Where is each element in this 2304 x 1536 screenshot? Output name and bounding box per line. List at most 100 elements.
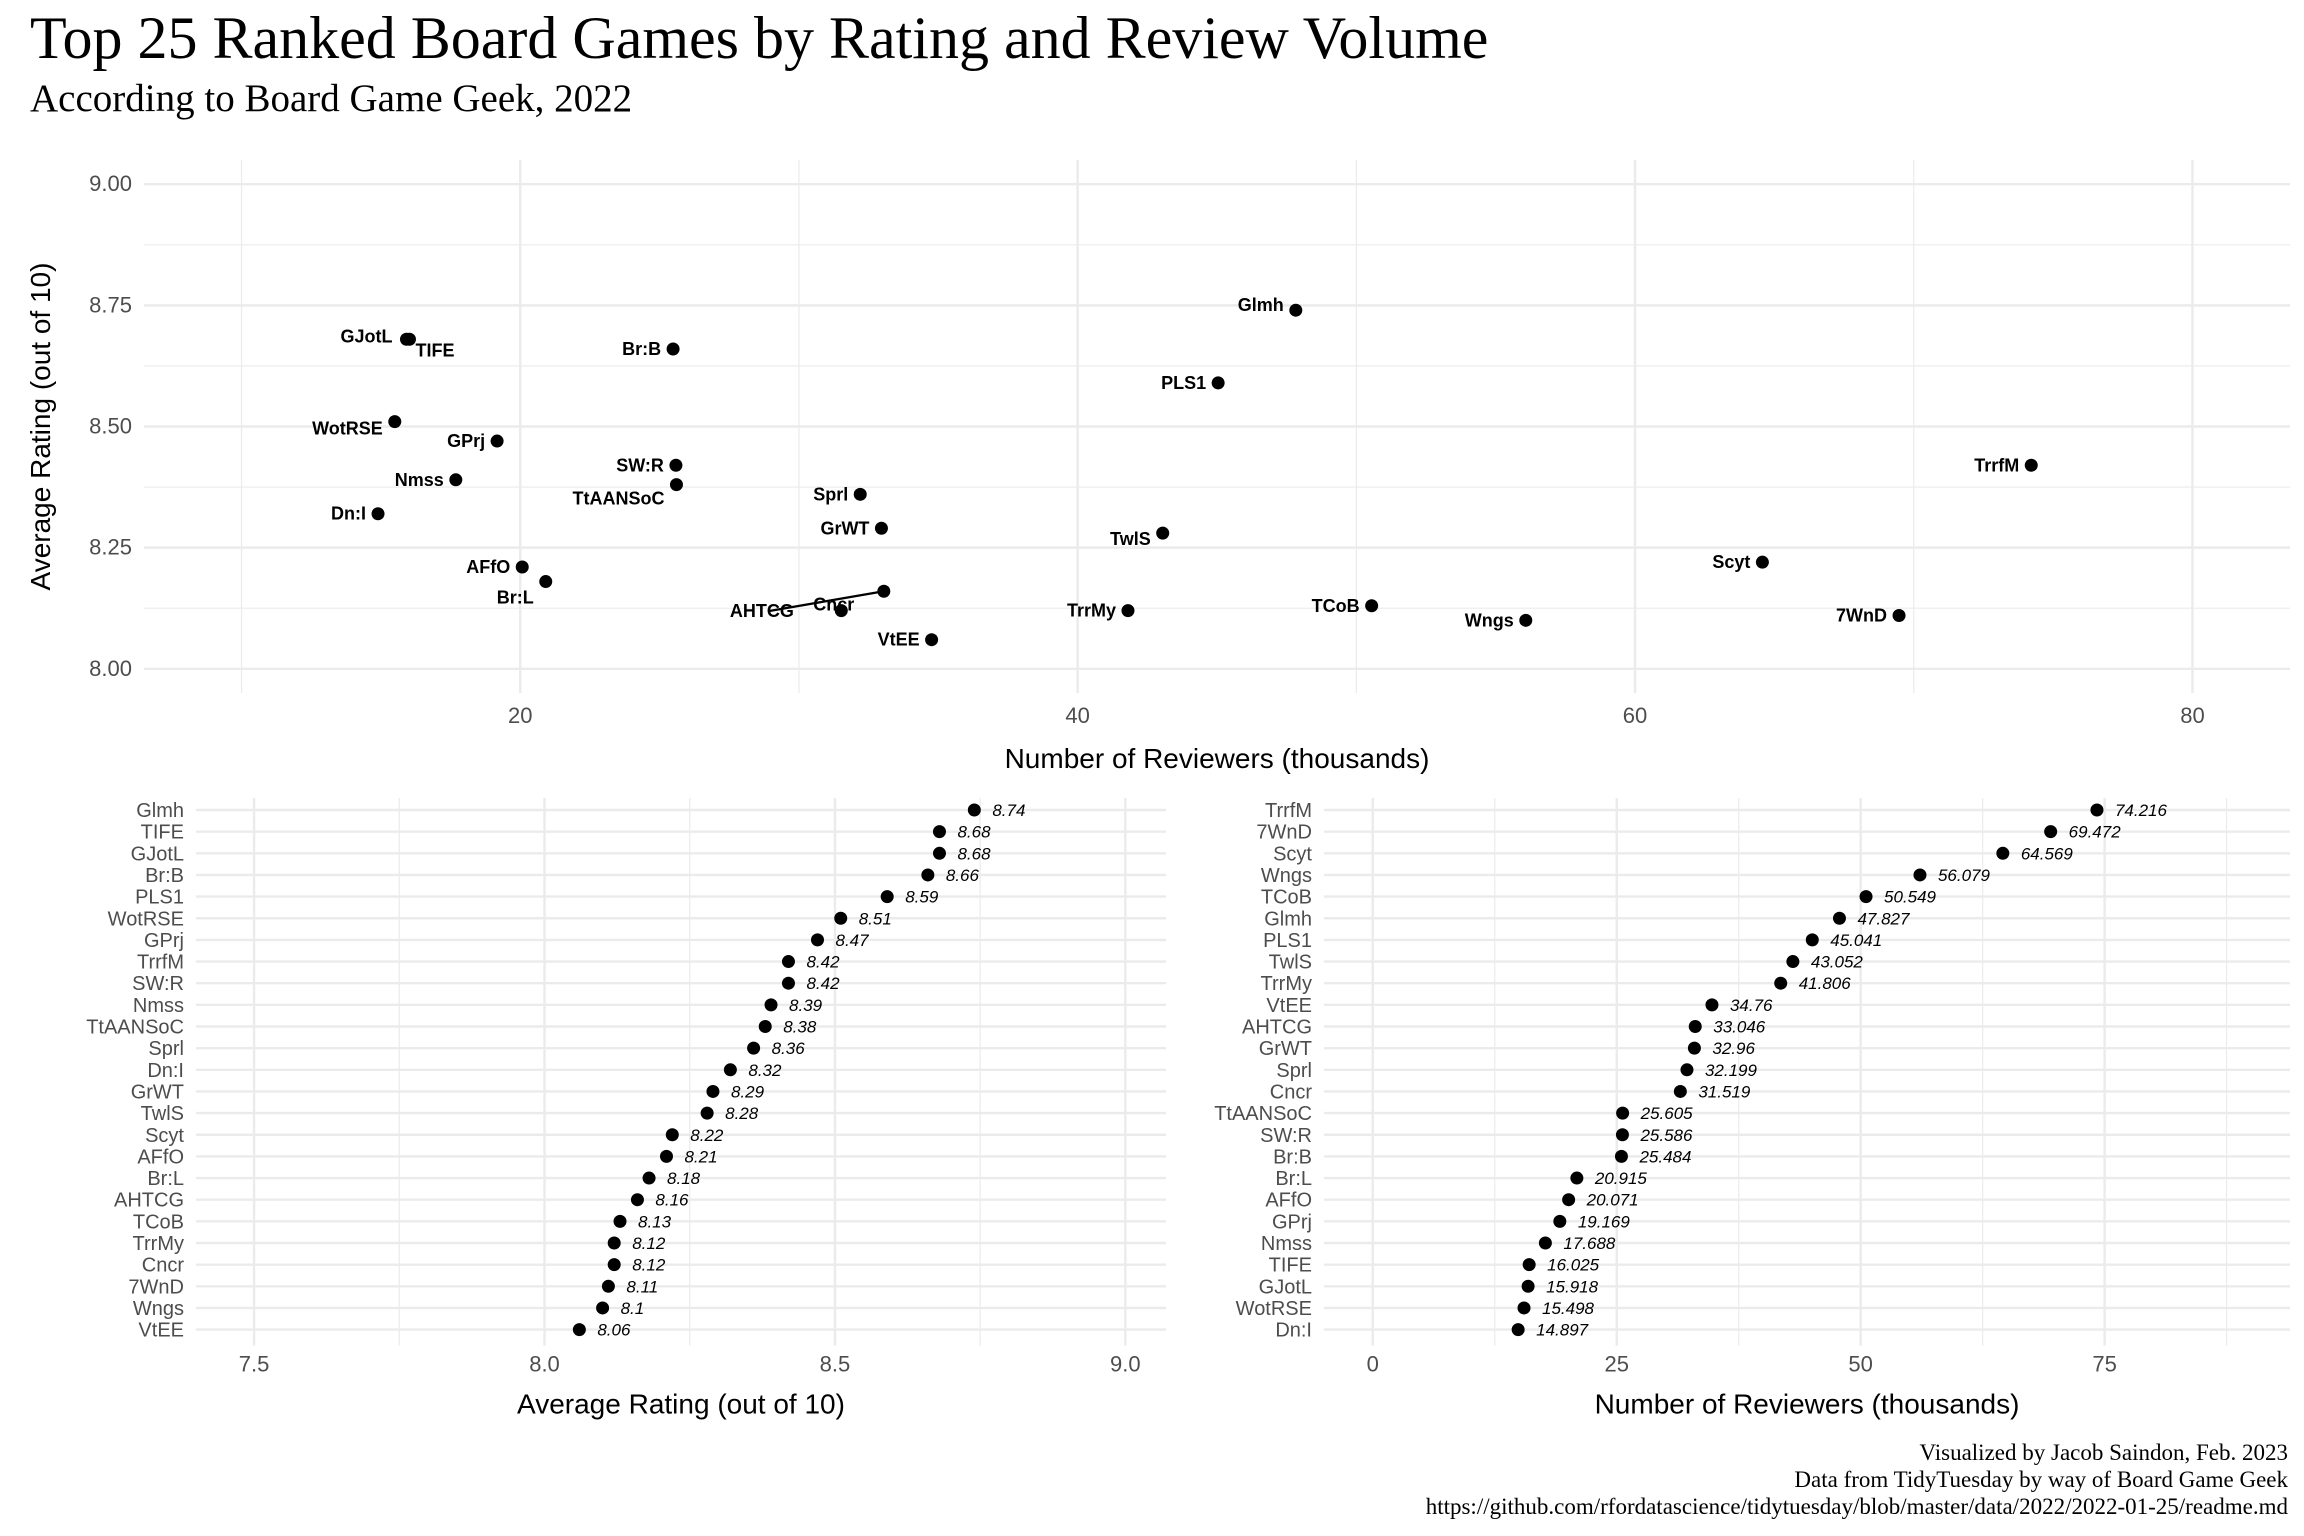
point-label-sw-r: SW:R bbox=[616, 455, 664, 475]
y-axis-title: Average Rating (out of 10) bbox=[25, 263, 56, 591]
value-label-gprj: 19.169 bbox=[1578, 1212, 1631, 1231]
category-label-trrfm: TrrfM bbox=[137, 952, 184, 974]
value-label-sprl: 8.36 bbox=[772, 1039, 806, 1058]
value-label-gjotl: 8.68 bbox=[957, 844, 991, 863]
value-label-trrmy: 8.12 bbox=[632, 1234, 666, 1253]
category-label-sprl: Sprl bbox=[1276, 1060, 1312, 1082]
value-label-trrfm: 8.42 bbox=[806, 953, 840, 972]
point-7wnd bbox=[2044, 825, 2058, 839]
point-sprl bbox=[747, 1041, 761, 1055]
value-label-7wnd: 8.11 bbox=[626, 1277, 658, 1296]
point-pls1 bbox=[1805, 933, 1819, 947]
point-gprj bbox=[810, 933, 824, 947]
category-label-scyt: Scyt bbox=[1273, 843, 1312, 865]
value-label-cncr: 31.519 bbox=[1698, 1082, 1751, 1101]
point-cncr bbox=[834, 604, 848, 618]
x-axis-title: Average Rating (out of 10) bbox=[517, 1389, 845, 1420]
point-br-b bbox=[1614, 1149, 1628, 1163]
point-label-trrfm: TrrfM bbox=[1974, 455, 2019, 475]
category-label-scyt: Scyt bbox=[145, 1125, 184, 1147]
point-trrmy bbox=[1774, 976, 1788, 990]
caption-data-source: Data from TidyTuesday by way of Board Ga… bbox=[1794, 1467, 2288, 1492]
point-twls bbox=[700, 1106, 714, 1120]
dot-chart-average-rating: GlmhTIFEGJotLBr:BPLS1WotRSEGPrjTrrfMSW:R… bbox=[86, 798, 1166, 1420]
point-wngs bbox=[1519, 613, 1533, 627]
point-wngs bbox=[596, 1301, 610, 1315]
x-tick-label: 0 bbox=[1367, 1352, 1379, 1377]
point-vtee bbox=[925, 633, 939, 647]
point-cncr bbox=[607, 1258, 621, 1272]
category-label-trrfm: TrrfM bbox=[1265, 800, 1312, 822]
category-label-7wnd: 7WnD bbox=[1256, 822, 1312, 844]
x-tick-label: 20 bbox=[508, 703, 532, 728]
value-label-scyt: 64.569 bbox=[2021, 844, 2074, 863]
caption-source-url[interactable]: https://github.com/rfordatascience/tidyt… bbox=[1425, 1494, 2288, 1519]
point-label-wngs: Wngs bbox=[1465, 610, 1514, 630]
category-label-vtee: VtEE bbox=[138, 1320, 184, 1342]
point-nmss bbox=[1538, 1236, 1552, 1250]
category-label-ahtcg: AHTCG bbox=[114, 1190, 184, 1212]
point-vtee bbox=[1705, 998, 1719, 1012]
point-grwt bbox=[706, 1084, 720, 1098]
y-tick-label: 9.00 bbox=[89, 171, 132, 196]
x-tick-label: 25 bbox=[1604, 1352, 1628, 1377]
page-subtitle: According to Board Game Geek, 2022 bbox=[30, 77, 633, 120]
value-label-grwt: 8.29 bbox=[731, 1082, 765, 1101]
point-ahtcg bbox=[630, 1193, 644, 1207]
category-label-sw-r: SW:R bbox=[132, 973, 184, 995]
point-scyt bbox=[665, 1128, 679, 1142]
value-label-cncr: 8.12 bbox=[632, 1256, 666, 1275]
value-label-dn-i: 8.32 bbox=[748, 1061, 782, 1080]
point-dn-i bbox=[1511, 1323, 1525, 1337]
point-label-affo: AFfO bbox=[466, 557, 510, 577]
point-tife bbox=[1522, 1258, 1536, 1272]
category-label-wotrse: WotRSE bbox=[108, 908, 184, 930]
point-gjotl bbox=[399, 332, 413, 346]
value-label-nmss: 17.688 bbox=[1563, 1234, 1616, 1253]
point-ttaansoc bbox=[669, 478, 683, 492]
point-ahtcg bbox=[1688, 1020, 1702, 1033]
point-wotrse bbox=[1517, 1301, 1531, 1315]
scatter-chart-rating-vs-reviewers: 20 40 60 80 8.00 8.25 8.50 8.75 9.00 Number of Re… bbox=[25, 160, 2290, 774]
point-nmss bbox=[449, 473, 463, 487]
point-pls1 bbox=[1211, 376, 1225, 390]
category-label-dn-i: Dn:I bbox=[147, 1060, 184, 1082]
value-label-vtee: 8.06 bbox=[597, 1321, 631, 1340]
point-scyt bbox=[1996, 846, 2010, 860]
category-label-wngs: Wngs bbox=[1261, 865, 1312, 887]
value-label-affo: 20.071 bbox=[1586, 1191, 1639, 1210]
category-label-tcob: TCoB bbox=[1261, 887, 1312, 909]
category-label-wngs: Wngs bbox=[133, 1298, 184, 1320]
value-label-trrmy: 41.806 bbox=[1799, 974, 1852, 993]
category-label-twls: TwlS bbox=[1269, 952, 1312, 974]
point-sprl bbox=[1680, 1063, 1694, 1077]
point-label-twls: TwlS bbox=[1110, 529, 1151, 549]
point-label-br-b: Br:B bbox=[622, 339, 661, 359]
point-sw-r bbox=[1615, 1128, 1629, 1142]
value-label-ahtcg: 33.046 bbox=[1713, 1018, 1766, 1037]
point-vtee bbox=[572, 1323, 586, 1337]
y-tick-label: 8.75 bbox=[89, 292, 132, 317]
value-label-nmss: 8.39 bbox=[789, 996, 823, 1015]
page-title: Top 25 Ranked Board Games by Rating and … bbox=[30, 5, 1489, 71]
point-label-ttaansoc: TtAANSoC bbox=[572, 489, 664, 509]
value-label-wngs: 56.079 bbox=[1938, 866, 1991, 885]
value-label-glmh: 8.74 bbox=[992, 801, 1025, 820]
x-tick-label: 8.5 bbox=[820, 1352, 851, 1377]
category-label-glmh: Glmh bbox=[136, 800, 184, 822]
category-label-ahtcg: AHTCG bbox=[1242, 1017, 1312, 1039]
category-label-ttaansoc: TtAANSoC bbox=[1214, 1103, 1312, 1125]
reviewers-gridlines bbox=[1324, 798, 2290, 1346]
point-glmh bbox=[1289, 303, 1303, 317]
point-cncr bbox=[1673, 1084, 1687, 1098]
point-label-cncr: Cncr bbox=[813, 595, 854, 615]
value-label-pls1: 45.041 bbox=[1830, 931, 1882, 950]
value-label-br-b: 8.66 bbox=[946, 866, 980, 885]
value-label-sw-r: 8.42 bbox=[806, 974, 840, 993]
point-label-grwt: GrWT bbox=[820, 518, 869, 538]
category-label-ttaansoc: TtAANSoC bbox=[86, 1017, 184, 1039]
point-label-nmss: Nmss bbox=[395, 470, 444, 490]
point-trrfm bbox=[781, 955, 795, 969]
category-label-glmh: Glmh bbox=[1264, 908, 1312, 930]
category-label-grwt: GrWT bbox=[1259, 1038, 1312, 1060]
